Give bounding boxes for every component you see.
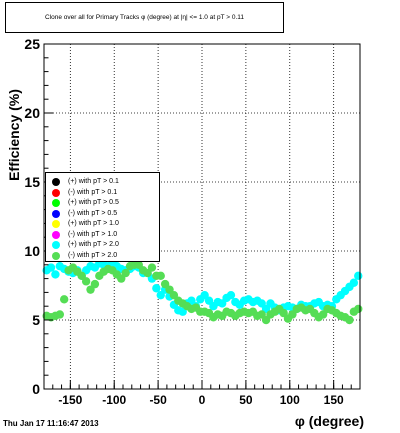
chart-title: Clone over all for Primary Tracks φ (deg…: [44, 14, 244, 21]
legend-marker: [52, 251, 60, 260]
axis-layer: -150 -100 -50 0 50 100 150 0 5 10 15 20 25: [24, 36, 361, 407]
title-box: Clone over all for Primary Tracks φ (deg…: [5, 2, 284, 33]
legend-item: (-) with pT > 1.0: [46, 230, 159, 240]
legend-label: (-) with pT > 2.0: [68, 251, 118, 259]
data-point: [152, 284, 161, 293]
x-axis-label: φ (degree): [295, 413, 364, 429]
legend-marker: [52, 241, 60, 249]
legend-marker: [52, 188, 60, 197]
legend-item: (+) with pT > 2.0: [46, 240, 159, 250]
data-point: [121, 268, 130, 278]
legend-label: (+) with pT > 2.0: [68, 241, 119, 248]
data-point: [46, 263, 56, 272]
legend-marker: [52, 220, 60, 228]
y-tick-label: 0: [32, 381, 40, 397]
timestamp-footer: Thu Jan 17 11:16:47 2013: [3, 419, 99, 428]
legend: (+) with pT > 0.1 (-) with pT > 0.1 (+) wi…: [45, 172, 160, 262]
x-tick-label: 100: [280, 393, 300, 407]
x-tick-label: 150: [324, 393, 344, 407]
data-point: [55, 310, 64, 319]
legend-item: (-) with pT > 0.5: [46, 209, 159, 219]
legend-item: (+) with pT > 1.0: [46, 219, 159, 229]
data-point: [90, 279, 100, 289]
legend-label: (-) with pT > 1.0: [68, 230, 118, 238]
legend-marker: [52, 209, 60, 218]
legend-marker: [52, 199, 60, 207]
data-point: [349, 278, 359, 287]
points-layer: [42, 257, 363, 325]
y-tick-label: 5: [32, 312, 40, 328]
data-point: [226, 290, 236, 300]
y-tick-label: 15: [24, 174, 40, 190]
data-point: [81, 277, 91, 286]
x-tick-label: -100: [102, 393, 126, 407]
legend-item: (+) with pT > 0.1: [46, 177, 159, 187]
y-axis-label: Efficiency (%): [6, 89, 22, 181]
legend-marker: [52, 230, 60, 239]
legend-marker: [52, 178, 60, 186]
legend-label: (-) with pT > 0.1: [68, 188, 118, 196]
data-point: [51, 270, 60, 279]
y-tick-label: 25: [24, 36, 40, 52]
legend-item: (+) with pT > 0.5: [46, 198, 159, 208]
legend-label: (+) with pT > 0.5: [68, 199, 119, 206]
legend-label: (+) with pT > 0.1: [68, 178, 119, 185]
data-point: [147, 263, 157, 272]
x-tick-label: 0: [199, 393, 206, 407]
legend-item: (-) with pT > 2.0: [46, 251, 159, 261]
x-tick-label: -50: [149, 393, 167, 407]
data-point: [345, 315, 354, 325]
y-tick-label: 20: [24, 105, 40, 121]
data-point: [59, 295, 69, 304]
legend-label: (+) with pT > 1.0: [68, 220, 119, 227]
legend-label: (-) with pT > 0.5: [68, 209, 118, 217]
legend-item: (-) with pT > 0.1: [46, 188, 159, 198]
grid-layer: [44, 43, 360, 390]
data-point: [156, 271, 165, 281]
y-tick-label: 10: [24, 243, 40, 259]
x-tick-label: 50: [239, 393, 253, 407]
x-tick-label: -150: [58, 393, 82, 407]
data-point: [354, 304, 363, 314]
data-point: [354, 271, 363, 281]
